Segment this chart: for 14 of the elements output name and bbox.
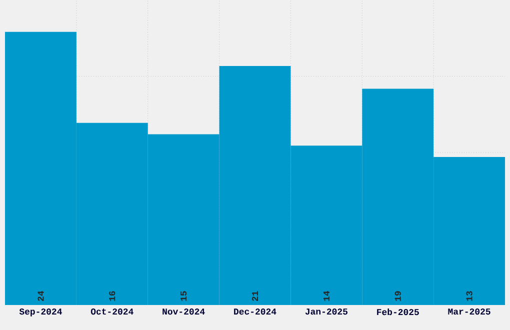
data-label: 15 <box>180 291 187 301</box>
data-label: 21 <box>252 291 258 301</box>
x-tick-label: Sep-2024 <box>19 308 62 316</box>
data-label: 24 <box>38 290 44 301</box>
x-tick-label: Nov-2024 <box>162 308 205 315</box>
data-label: 16 <box>109 291 116 301</box>
data-label: 13 <box>466 291 472 301</box>
x-tick-label: Jan-2025 <box>305 308 348 315</box>
x-tick-label: Oct-2024 <box>90 308 134 315</box>
x-tick-label: Mar-2025 <box>448 308 490 315</box>
x-tick-label: Feb-2025 <box>377 308 419 316</box>
data-label: 19 <box>394 291 401 301</box>
data-label: 14 <box>323 290 330 301</box>
x-tick-label: Dec-2024 <box>234 308 276 315</box>
